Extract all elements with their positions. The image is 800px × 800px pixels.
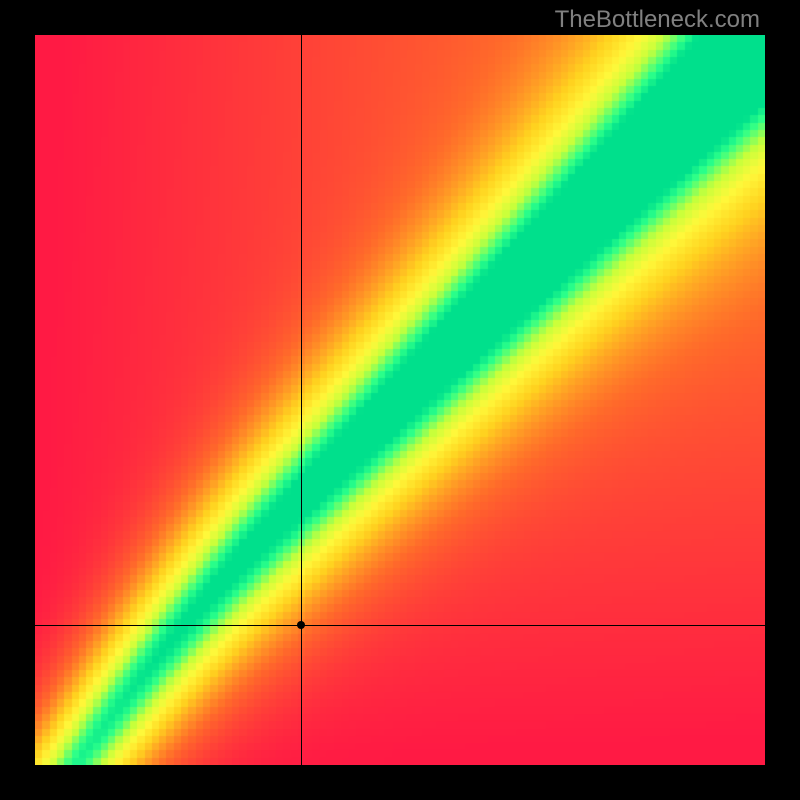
crosshair-vertical (301, 35, 302, 765)
crosshair-horizontal (35, 625, 765, 626)
heatmap-plot (35, 35, 765, 765)
heatmap-canvas (35, 35, 765, 765)
chart-container: TheBottleneck.com (0, 0, 800, 800)
watermark-text: TheBottleneck.com (555, 6, 760, 34)
